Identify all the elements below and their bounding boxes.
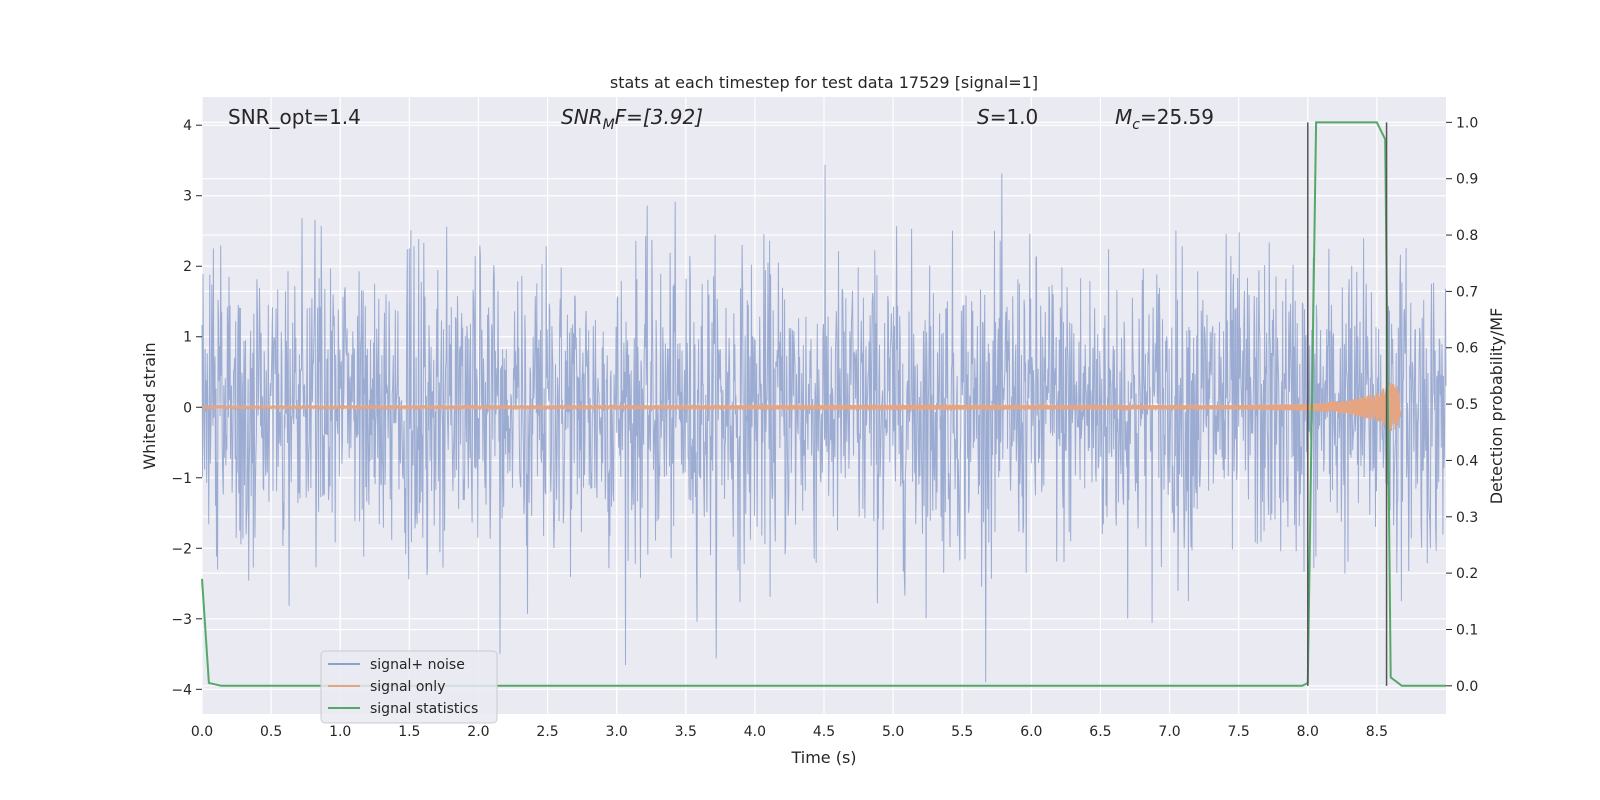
legend-label-signal-statistics: signal statistics bbox=[370, 701, 478, 717]
x-tick-label: 6.0 bbox=[1020, 724, 1042, 740]
legend-label-signal-only: signal only bbox=[370, 679, 445, 695]
y-tick-label: −4 bbox=[171, 682, 192, 698]
x-tick-label: 5.0 bbox=[882, 724, 904, 740]
x-axis-label: Time (s) bbox=[790, 748, 856, 767]
x-tick-label: 0.0 bbox=[191, 724, 213, 740]
y-tick-label: 1 bbox=[183, 330, 192, 346]
series-signal-statistics bbox=[201, 121, 1446, 687]
signal-noise-line bbox=[201, 164, 1447, 683]
y-axis-label: Whitened strain bbox=[140, 342, 159, 469]
x-tick-label: 1.0 bbox=[329, 724, 351, 740]
y2-tick-label: 0.1 bbox=[1456, 622, 1478, 638]
y2-tick-label: 1.0 bbox=[1456, 115, 1478, 131]
x-tick-label: 7.5 bbox=[1228, 724, 1250, 740]
y-tick-label: 2 bbox=[183, 259, 192, 275]
y-tick-label: 0 bbox=[183, 400, 192, 416]
y-tick-label: −2 bbox=[171, 541, 192, 557]
annotation-snr-mf: SNRMF=[3.92] bbox=[561, 105, 703, 133]
x-tick-label: 1.5 bbox=[398, 724, 420, 740]
y-tick-label: 3 bbox=[183, 189, 192, 205]
x-tick-label: 6.5 bbox=[1089, 724, 1111, 740]
y2-tick-label: 0.3 bbox=[1456, 510, 1478, 526]
y2-tick-label: 0.8 bbox=[1456, 228, 1478, 244]
x-tick-label: 4.0 bbox=[744, 724, 766, 740]
signal-statistics-line bbox=[201, 121, 1446, 687]
chart-title: stats at each timestep for test data 175… bbox=[610, 73, 1038, 92]
vertical-markers bbox=[1307, 122, 1388, 686]
y2-tick-label: 0.4 bbox=[1456, 453, 1478, 469]
y2-axis-label: Detection probability/MF bbox=[1487, 308, 1506, 505]
x-tick-label: 3.0 bbox=[606, 724, 628, 740]
y2-tick-label: 0.0 bbox=[1456, 679, 1478, 695]
y2-tick-label: 0.7 bbox=[1456, 284, 1478, 300]
x-tick-label: 2.0 bbox=[467, 724, 489, 740]
series-signal-only bbox=[201, 382, 1403, 432]
y-tick-label: 4 bbox=[183, 118, 192, 134]
x-tick-label: 8.5 bbox=[1366, 724, 1388, 740]
axis-ticks: 0.0 0.5 1.0 1.5 2.0 2.5 3.0 3.5 4.0 4.5 5.0 5.5 6.0 6… bbox=[171, 115, 1478, 740]
y2-tick-label: 0.2 bbox=[1456, 566, 1478, 582]
y2-tick-label: 0.9 bbox=[1456, 172, 1478, 188]
y-tick-label: −3 bbox=[171, 612, 192, 628]
series-signal-noise bbox=[201, 164, 1447, 683]
y2-tick-label: 0.5 bbox=[1456, 397, 1478, 413]
legend-label-signal-noise: signal+ noise bbox=[370, 657, 465, 673]
annotation-mc-value: Mc=25.59 bbox=[1115, 105, 1214, 133]
legend: signal+ noise signal only signal statist… bbox=[320, 650, 498, 724]
x-tick-label: 0.5 bbox=[260, 724, 282, 740]
annotation-snr-opt: SNR_opt=1.4 bbox=[228, 105, 361, 129]
x-tick-label: 7.0 bbox=[1158, 724, 1180, 740]
y-tick-label: −1 bbox=[171, 471, 192, 487]
x-tick-label: 4.5 bbox=[813, 724, 835, 740]
signal-only-line bbox=[201, 382, 1403, 432]
x-tick-label: 5.5 bbox=[951, 724, 973, 740]
annotation-s-value: S=1.0 bbox=[977, 105, 1038, 129]
y2-tick-label: 0.6 bbox=[1456, 341, 1478, 357]
x-tick-label: 8.0 bbox=[1297, 724, 1319, 740]
x-tick-label: 2.5 bbox=[536, 724, 558, 740]
x-tick-label: 3.5 bbox=[675, 724, 697, 740]
legend-box bbox=[320, 650, 498, 724]
